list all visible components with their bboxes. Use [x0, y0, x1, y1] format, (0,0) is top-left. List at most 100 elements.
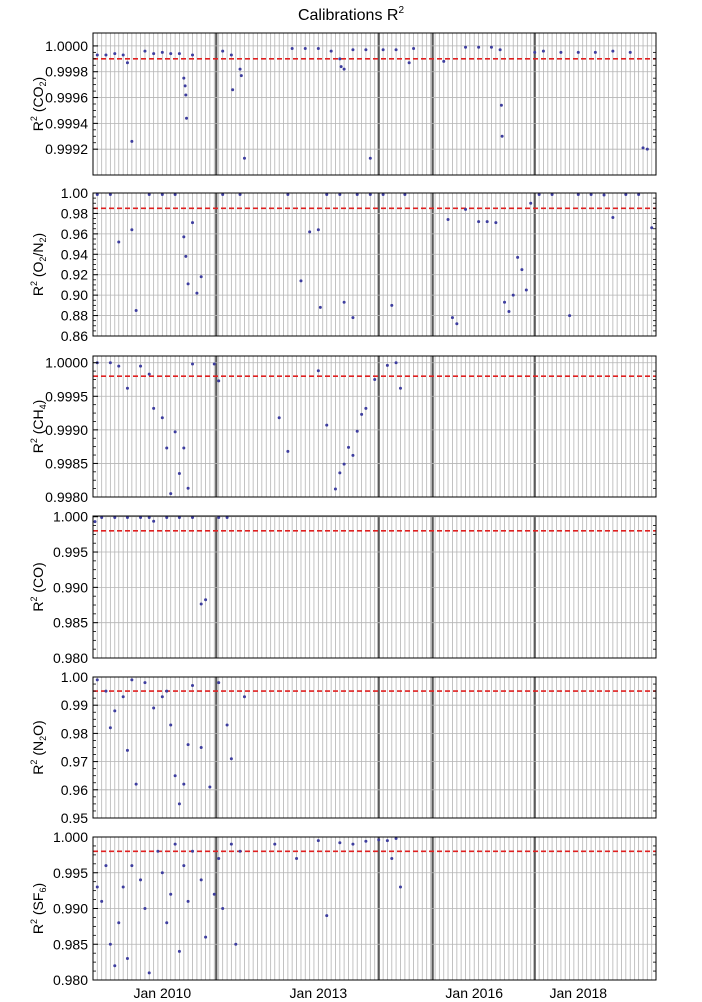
data-point — [368, 156, 372, 160]
data-point — [593, 50, 597, 54]
data-point — [338, 193, 342, 196]
data-point — [173, 193, 177, 196]
panel-3: 1.0000 0.9995 0.9990 0.9985 0.9980 R2 (CH4) — [29, 355, 657, 505]
x-tick-label: Jan 2010 — [134, 985, 192, 1001]
data-point — [650, 226, 654, 230]
data-point — [351, 48, 355, 52]
data-point — [217, 516, 221, 519]
data-point — [464, 45, 468, 49]
data-point — [199, 878, 203, 882]
data-point — [108, 361, 112, 365]
data-point — [108, 942, 112, 946]
data-point — [134, 782, 138, 786]
data-point — [125, 61, 129, 65]
y-tick-label: 0.99 — [61, 697, 88, 713]
data-point — [113, 516, 117, 519]
data-point — [199, 746, 203, 749]
data-point — [93, 520, 97, 524]
data-point — [412, 46, 416, 50]
data-point — [589, 193, 593, 196]
data-point — [351, 842, 355, 846]
data-point — [191, 516, 195, 519]
y-tick-label: 0.90 — [61, 287, 88, 303]
y-tick-label: 0.98 — [61, 725, 88, 741]
data-point — [325, 914, 329, 918]
data-point — [385, 363, 389, 367]
data-point — [494, 221, 498, 225]
data-point — [147, 516, 151, 519]
y-axis-label-part: (CH — [30, 409, 46, 438]
data-point — [177, 472, 181, 475]
data-point — [489, 45, 493, 49]
data-point — [286, 449, 290, 453]
data-point — [385, 839, 389, 843]
data-point — [455, 322, 459, 326]
y-axis-label-part: (CO) — [30, 562, 46, 596]
data-point — [139, 516, 143, 519]
data-point — [125, 957, 129, 961]
y-tick-label: 1.0000 — [45, 38, 88, 54]
y-tick-label: 0.980 — [53, 972, 88, 988]
y-axis-label: R2 (CO2) — [29, 77, 48, 131]
data-point — [184, 93, 188, 97]
data-point — [186, 486, 190, 490]
data-point — [217, 681, 221, 685]
data-point — [121, 885, 125, 889]
data-point — [303, 46, 307, 50]
data-point — [541, 49, 545, 53]
data-point — [308, 230, 312, 234]
plot-frame — [92, 355, 657, 498]
data-point — [295, 856, 299, 860]
y-tick-label: 0.88 — [61, 308, 88, 324]
data-point — [242, 695, 246, 699]
y-axis-label-part: (SF — [30, 893, 46, 919]
data-point — [576, 193, 580, 196]
data-point — [373, 378, 377, 381]
data-point — [147, 971, 151, 975]
data-point — [125, 386, 129, 390]
y-axis-label-part: 6 — [38, 888, 48, 893]
data-point — [398, 885, 402, 889]
data-point — [381, 193, 385, 196]
y-axis-label-part: 2 — [38, 81, 48, 86]
data-point — [212, 892, 216, 896]
data-point — [173, 774, 177, 778]
y-tick-label: 0.9996 — [45, 90, 88, 106]
y-tick-label: 1.00 — [61, 669, 88, 685]
y-axis-label-part: R — [30, 286, 46, 296]
y-axis-label: R2 (CH4) — [29, 400, 48, 454]
data-point — [117, 240, 121, 244]
data-point — [325, 193, 329, 196]
data-point — [191, 362, 195, 366]
data-point — [156, 849, 160, 853]
data-point — [204, 598, 208, 602]
data-point — [229, 842, 233, 846]
data-point — [316, 46, 320, 50]
data-point — [147, 372, 151, 376]
data-point — [520, 268, 524, 272]
y-tick-label: 1.00 — [61, 185, 88, 201]
y-axis-label-part: ) — [30, 400, 46, 405]
data-point — [104, 864, 108, 868]
data-point — [277, 416, 281, 420]
data-point — [299, 279, 303, 283]
data-point — [239, 74, 243, 78]
y-tick-label: 0.9992 — [45, 141, 88, 157]
y-axis-label: R2 (CO) — [29, 562, 46, 611]
y-axis-label: R2 (SF6) — [29, 883, 48, 934]
data-point — [611, 49, 615, 53]
data-point — [537, 193, 541, 196]
data-point — [152, 52, 156, 56]
data-point — [403, 193, 407, 196]
x-tick-label: Jan 2013 — [290, 985, 348, 1001]
data-point — [500, 134, 504, 138]
data-point — [191, 849, 195, 853]
data-point — [290, 46, 294, 50]
data-point — [152, 406, 156, 410]
y-tick-label: 0.990 — [53, 901, 88, 917]
y-tick-label: 0.92 — [61, 267, 88, 283]
data-point — [225, 723, 229, 727]
data-point — [217, 379, 221, 383]
data-point — [360, 412, 364, 416]
